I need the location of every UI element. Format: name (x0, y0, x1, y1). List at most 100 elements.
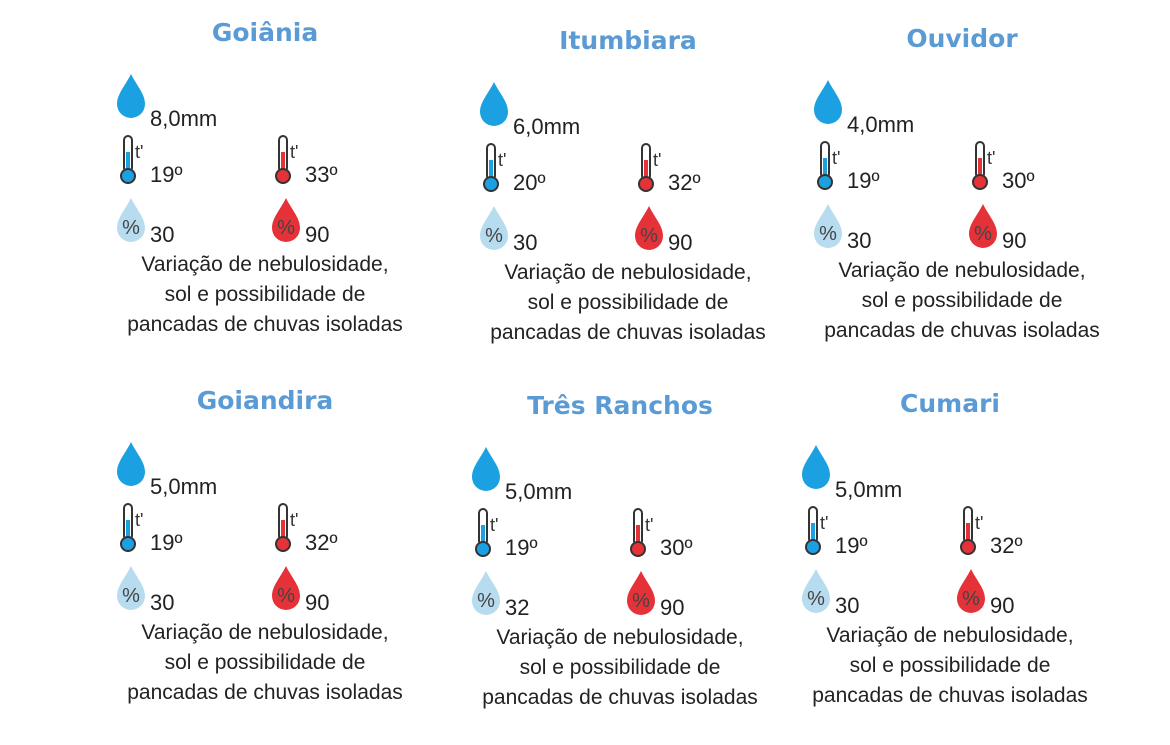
svg-text:t': t' (290, 142, 298, 162)
min-humidity: 30 (847, 228, 872, 253)
min-humidity: 30 (150, 222, 175, 247)
humidity-high-icon: % (633, 204, 665, 257)
svg-text:t': t' (832, 148, 840, 168)
min-humidity: 32 (505, 595, 530, 620)
max-humidity: 90 (660, 595, 685, 620)
svg-text:%: % (962, 588, 980, 610)
svg-text:t': t' (498, 150, 506, 170)
humidity-low-icon: % (470, 569, 502, 622)
forecast-description: Variação de nebulosidade, sol e possibil… (115, 618, 415, 708)
rain-drop-icon (800, 443, 832, 496)
svg-text:%: % (974, 223, 992, 245)
max-humidity: 90 (1002, 228, 1027, 253)
min-temperature: 19º (150, 162, 183, 187)
description-line: sol e possibilidade de (849, 654, 1051, 677)
humidity-low-icon: % (115, 564, 147, 617)
humidity-high-icon: % (270, 564, 302, 617)
humidity-high-icon: % (967, 202, 999, 255)
thermometer-hot-icon: t' (629, 507, 659, 564)
svg-text:%: % (122, 217, 140, 239)
description-line: pancadas de chuvas isoladas (812, 684, 1088, 707)
min-humidity: 30 (835, 593, 860, 618)
rain-amount: 4,0mm (847, 112, 915, 137)
rain-amount: 5,0mm (505, 479, 573, 504)
rain-amount: 5,0mm (835, 477, 903, 502)
forecast-description: Variação de nebulosidade, sol e possibil… (115, 250, 415, 340)
forecast-description: Variação de nebulosidade, sol e possibil… (478, 258, 778, 348)
thermometer-cold-icon: t' (816, 140, 846, 197)
humidity-high-icon: % (955, 567, 987, 620)
max-humidity: 90 (990, 593, 1015, 618)
humidity-low-icon: % (115, 196, 147, 249)
svg-text:%: % (485, 225, 503, 247)
thermometer-cold-icon: t' (119, 134, 149, 191)
description-line: sol e possibilidade de (861, 289, 1063, 312)
thermometer-hot-icon: t' (637, 142, 667, 199)
city-name: Goiandira (196, 386, 334, 415)
description-line: sol e possibilidade de (519, 656, 721, 679)
min-humidity: 30 (513, 230, 538, 255)
description-line: pancadas de chuvas isoladas (824, 319, 1100, 342)
description-line: pancadas de chuvas isoladas (490, 321, 766, 344)
forecast-description: Variação de nebulosidade, sol e possibil… (800, 621, 1100, 711)
min-temperature: 20º (513, 170, 546, 195)
rain-drop-icon (470, 445, 502, 498)
svg-text:%: % (807, 588, 825, 610)
svg-text:t': t' (135, 510, 143, 530)
description-line: Variação de nebulosidade, (141, 253, 389, 276)
humidity-low-icon: % (812, 202, 844, 255)
svg-text:t': t' (135, 142, 143, 162)
rain-amount: 8,0mm (150, 106, 218, 131)
city-forecast-card: Goiandira 5,0mm t' 19º t' 32º % 30 % 90 … (115, 386, 415, 740)
svg-text:%: % (277, 585, 295, 607)
max-humidity: 90 (305, 590, 330, 615)
svg-text:%: % (477, 590, 495, 612)
thermometer-hot-icon: t' (959, 505, 989, 562)
description-line: sol e possibilidade de (164, 651, 366, 674)
min-temperature: 19º (150, 530, 183, 555)
description-line: Variação de nebulosidade, (838, 259, 1086, 282)
max-humidity: 90 (668, 230, 693, 255)
description-line: pancadas de chuvas isoladas (482, 686, 758, 709)
max-temperature: 32º (305, 530, 338, 555)
forecast-description: Variação de nebulosidade, sol e possibil… (470, 623, 770, 713)
humidity-low-icon: % (478, 204, 510, 257)
max-temperature: 32º (668, 170, 701, 195)
city-forecast-card: Itumbiara 6,0mm t' 20º t' 32º % 30 % 90 … (478, 26, 778, 380)
description-line: sol e possibilidade de (164, 283, 366, 306)
svg-text:t': t' (490, 515, 498, 535)
city-forecast-card: Goiânia 8,0mm t' 19º t' 33º % 30 % 90 Va… (115, 18, 415, 372)
thermometer-cold-icon: t' (119, 502, 149, 559)
city-name: Cumari (900, 389, 1000, 418)
thermometer-cold-icon: t' (474, 507, 504, 564)
svg-text:%: % (277, 217, 295, 239)
min-temperature: 19º (847, 168, 880, 193)
svg-text:%: % (819, 223, 837, 245)
rain-drop-icon (115, 72, 147, 125)
humidity-high-icon: % (625, 569, 657, 622)
rain-amount: 6,0mm (513, 114, 581, 139)
humidity-low-icon: % (800, 567, 832, 620)
rain-drop-icon (478, 80, 510, 133)
description-line: pancadas de chuvas isoladas (127, 313, 403, 336)
max-temperature: 32º (990, 533, 1023, 558)
description-line: Variação de nebulosidade, (496, 626, 744, 649)
svg-text:%: % (122, 585, 140, 607)
description-line: Variação de nebulosidade, (826, 624, 1074, 647)
description-line: Variação de nebulosidade, (504, 261, 752, 284)
rain-drop-icon (115, 440, 147, 493)
thermometer-hot-icon: t' (274, 134, 304, 191)
city-name: Três Ranchos (527, 391, 713, 420)
max-temperature: 30º (660, 535, 693, 560)
humidity-high-icon: % (270, 196, 302, 249)
min-temperature: 19º (505, 535, 538, 560)
city-name: Itumbiara (559, 26, 697, 55)
city-forecast-card: Cumari 5,0mm t' 19º t' 32º % 30 % 90 Var… (800, 389, 1100, 743)
thermometer-hot-icon: t' (971, 140, 1001, 197)
svg-text:t': t' (653, 150, 661, 170)
description-line: sol e possibilidade de (527, 291, 729, 314)
max-humidity: 90 (305, 222, 330, 247)
city-forecast-card: Ouvidor 4,0mm t' 19º t' 30º % 30 % 90 Va… (812, 24, 1112, 378)
thermometer-cold-icon: t' (804, 505, 834, 562)
description-line: Variação de nebulosidade, (141, 621, 389, 644)
